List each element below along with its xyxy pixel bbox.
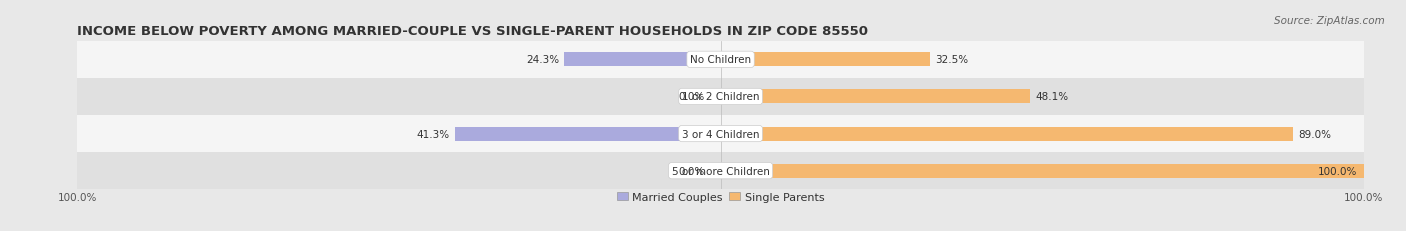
Text: 41.3%: 41.3% — [416, 129, 450, 139]
Text: 0.0%: 0.0% — [678, 166, 704, 176]
Text: Source: ZipAtlas.com: Source: ZipAtlas.com — [1274, 16, 1385, 26]
Bar — [721, 127, 1294, 141]
Text: 100.0%: 100.0% — [1317, 166, 1357, 176]
Text: 1 or 2 Children: 1 or 2 Children — [682, 92, 759, 102]
Bar — [721, 53, 929, 67]
Text: No Children: No Children — [690, 55, 751, 65]
Legend: Married Couples, Single Parents: Married Couples, Single Parents — [617, 192, 824, 202]
Bar — [77, 79, 1364, 116]
Text: INCOME BELOW POVERTY AMONG MARRIED-COUPLE VS SINGLE-PARENT HOUSEHOLDS IN ZIP COD: INCOME BELOW POVERTY AMONG MARRIED-COUPL… — [77, 25, 869, 38]
Text: 89.0%: 89.0% — [1298, 129, 1331, 139]
Bar — [721, 164, 1364, 178]
Bar — [77, 152, 1364, 189]
Bar — [564, 53, 721, 67]
Text: 24.3%: 24.3% — [526, 55, 560, 65]
Text: 0.0%: 0.0% — [678, 92, 704, 102]
Text: 5 or more Children: 5 or more Children — [672, 166, 769, 176]
Text: 48.1%: 48.1% — [1035, 92, 1069, 102]
Bar — [721, 90, 1031, 104]
Bar — [77, 42, 1364, 79]
Bar — [77, 116, 1364, 152]
Text: 3 or 4 Children: 3 or 4 Children — [682, 129, 759, 139]
Bar — [456, 127, 721, 141]
Text: 32.5%: 32.5% — [935, 55, 967, 65]
